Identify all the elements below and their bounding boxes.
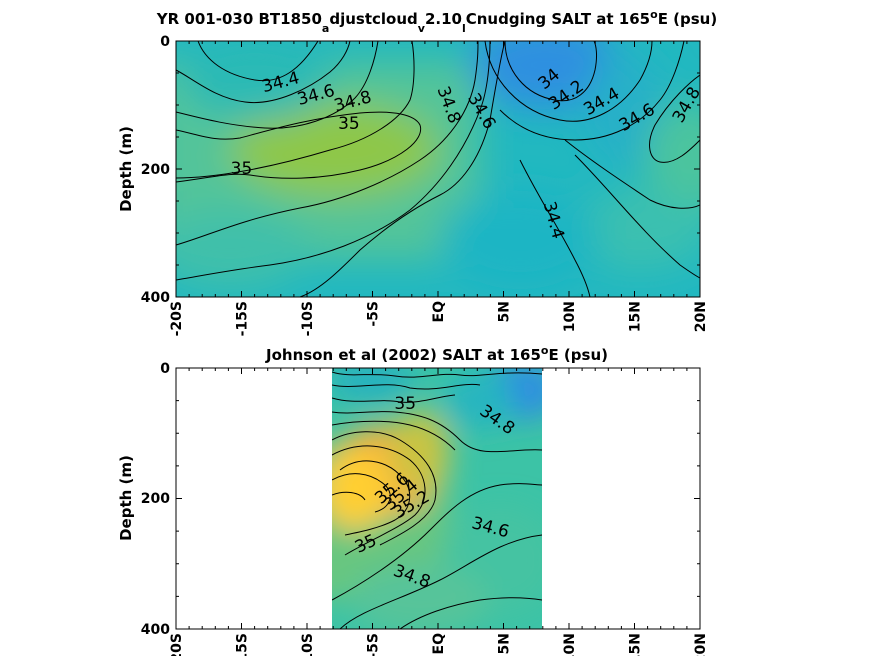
top-title-part-5: l [462,22,466,35]
bottom-xtick-label: EQ [431,633,447,655]
top-contour-label: 35 [338,114,360,134]
bottom-title: Johnson et al (2002) SALT at 165oE (psu) [265,344,608,364]
top-ticks [175,40,701,298]
top-ytick-label: 400 [141,290,170,306]
top-title-part-2: djustcloud [329,10,417,28]
bottom-xtick-label: -10S [300,633,316,656]
top-title-part-7: o [650,8,658,21]
top-xtick-label: 15N [628,301,644,332]
top-y-axis: Depth (m) 0 200 400 [117,34,170,306]
bottom-xtick-label: -5S [366,633,382,656]
bottom-xtick-label: 5N [497,633,513,654]
bottom-xtick-label: -15S [235,633,251,656]
top-contour-lines [176,41,700,297]
top-title: YR 001-030 BT1850adjustcloudv2.10lCnudgi… [156,8,717,35]
top-xtick-label: -20S [169,301,185,336]
top-contour-label: 35 [231,159,253,179]
bottom-contour-label: 35 [394,394,416,414]
top-xtick-label: 5N [497,301,513,322]
top-xtick-label: 10N [562,301,578,332]
bottom-y-axis: Depth (m) 0 200 400 [117,361,170,638]
top-ytick-label: 0 [160,34,170,50]
bottom-x-axis: -20S -15S -10S -5S EQ 5N 10N 15N 20N [169,633,709,660]
bottom-xtick-label: 10N [562,633,578,656]
bottom-xtick-label: 20N [693,633,709,656]
top-xtick-label: EQ [431,301,447,323]
bottom-ytick-label: 0 [160,361,170,377]
top-title-part-6: Cnudging SALT at 165 [466,10,650,28]
bottom-xtick-label: 15N [628,633,644,656]
top-title-part-0: YR 001-030 BT1850 [156,10,322,28]
top-xtick-label: -5S [366,301,382,327]
bottom-title-part-0: Johnson et al (2002) SALT at 165 [265,346,541,364]
top-ylabel: Depth (m) [117,126,135,212]
bottom-title-part-2: E (psu) [548,346,608,364]
top-xtick-label: 20N [693,301,709,332]
top-ytick-label: 200 [141,162,170,178]
top-title-part-1: a [322,22,329,35]
bottom-title-part-1: o [541,344,549,357]
bottom-xtick-label: -20S [169,633,185,656]
top-xtick-label: -10S [300,301,316,336]
top-color-field [176,41,700,297]
bottom-ylabel: Depth (m) [117,455,135,541]
top-chart: YR 001-030 BT1850adjustcloudv2.10lCnudgi… [117,8,717,336]
top-x-axis: -20S -15S -10S -5S EQ 5N 10N 15N 20N [169,301,709,336]
bottom-ytick-label: 400 [141,622,170,638]
bottom-ticks [175,367,701,630]
top-title-part-4: 2.10 [425,10,462,28]
bottom-ytick-label: 200 [141,491,170,507]
bottom-color-field [332,368,542,629]
bottom-contour-lines [332,371,542,629]
top-title-part-8: E (psu) [658,10,718,28]
bottom-chart: Johnson et al (2002) SALT at 165oE (psu) [117,344,709,660]
top-title-part-3: v [418,22,426,35]
top-xtick-label: -15S [235,301,251,336]
